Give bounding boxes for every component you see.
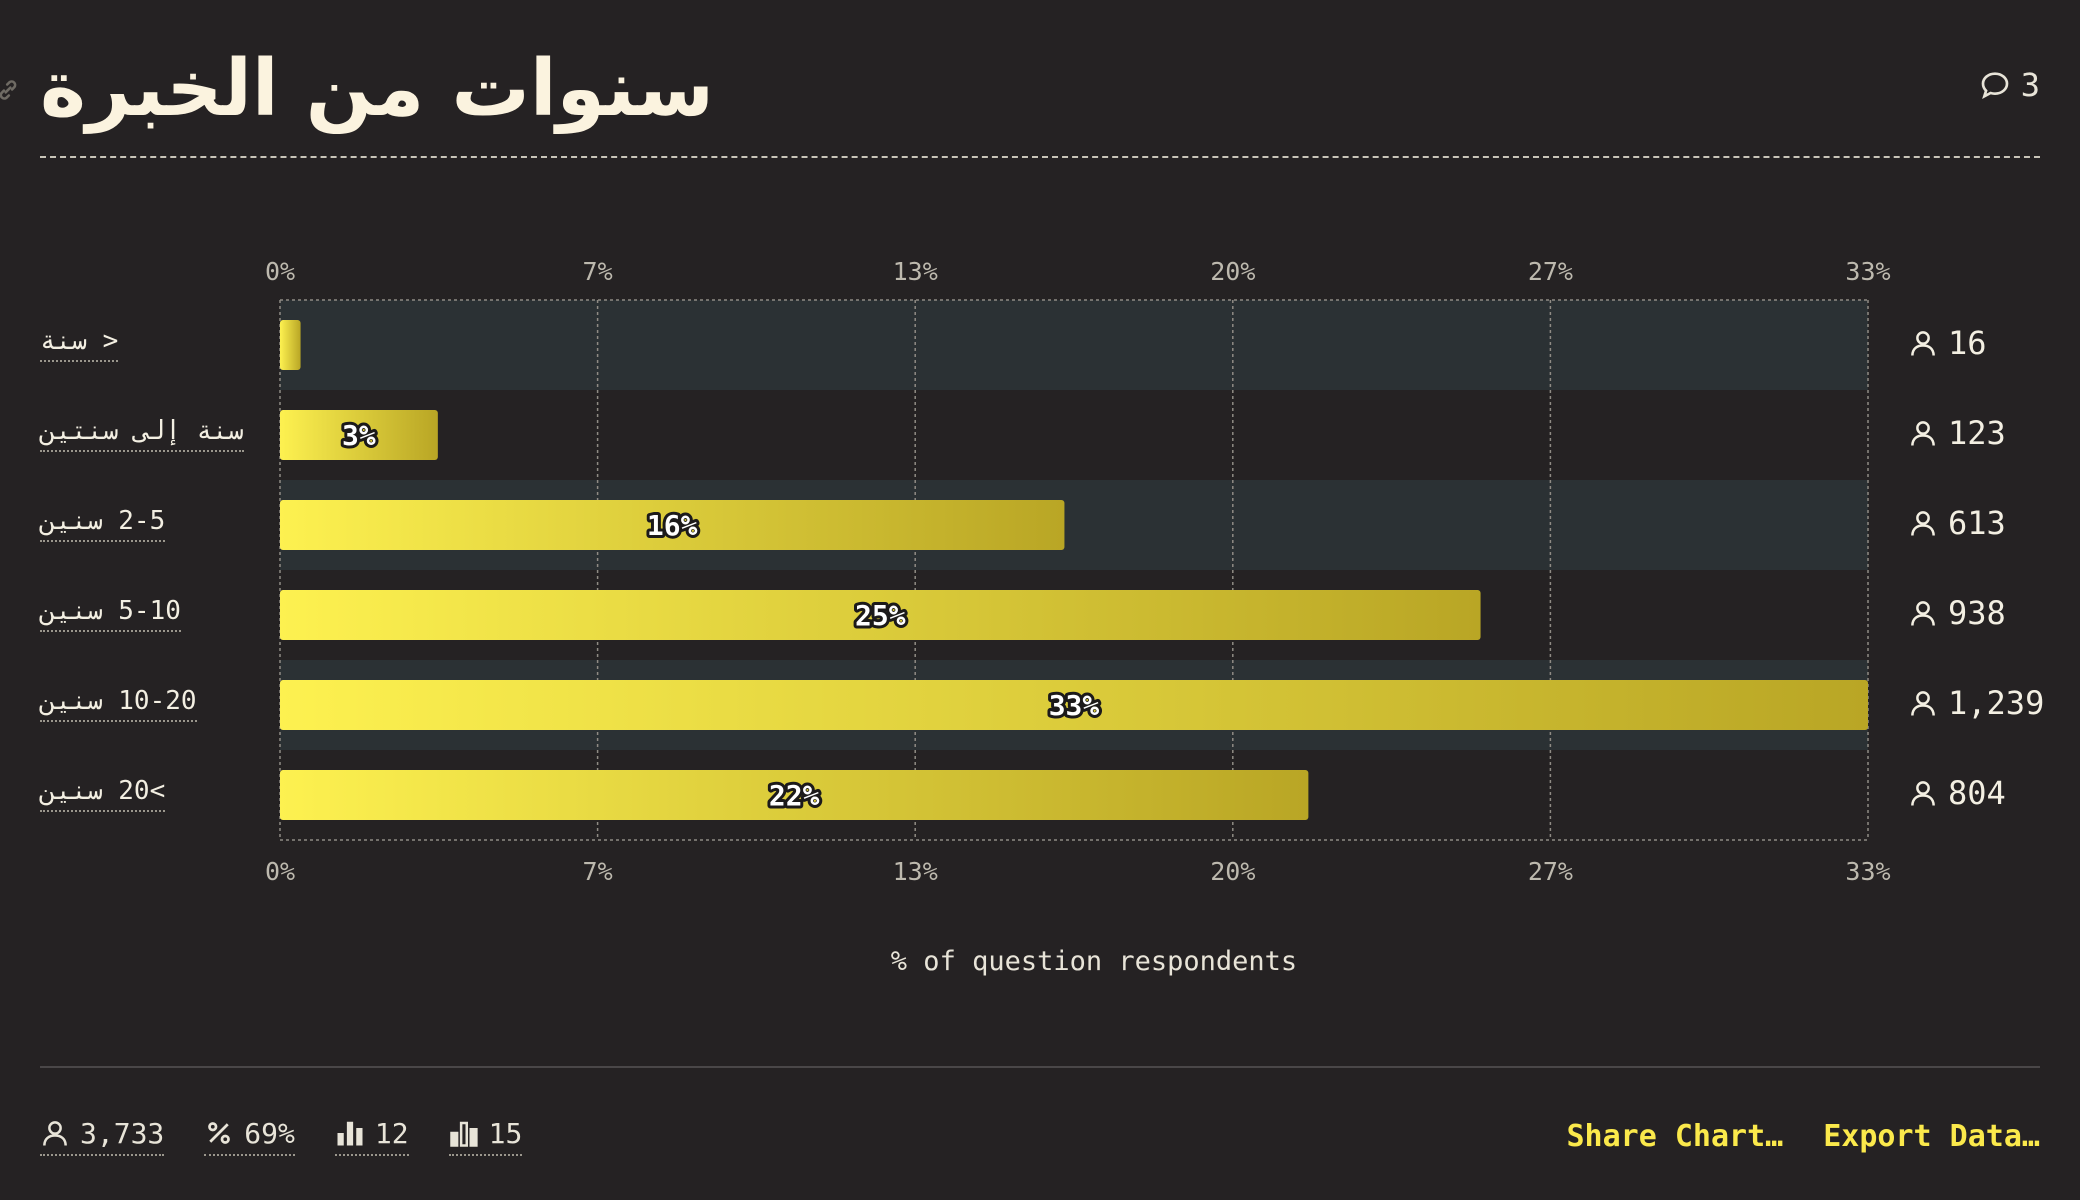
category-label[interactable]: سنة إلى سنتين <box>40 414 244 452</box>
footer-divider <box>40 1066 2040 1068</box>
user-icon <box>1911 601 1935 626</box>
x-tick-label-top: 7% <box>583 257 613 286</box>
bar-chart-icon <box>337 1121 363 1146</box>
category-label[interactable]: 2-5 سنين <box>40 504 166 542</box>
bar-chart-stat-value: 12 <box>374 1116 409 1150</box>
respondent-count: 804 <box>1908 774 2006 812</box>
bar-value-label: 33% <box>1049 689 1100 722</box>
category-label[interactable]: 10-20 سنين <box>40 684 197 722</box>
respondent-count-value: 938 <box>1948 594 2006 632</box>
respondent-count: 938 <box>1908 594 2006 632</box>
user-icon <box>1911 511 1935 536</box>
x-tick-label-bottom: 7% <box>583 857 613 886</box>
x-tick-label-bottom: 33% <box>1845 857 1890 886</box>
user-icon <box>43 1121 67 1146</box>
share-chart-button[interactable]: Share Chart… <box>1566 1118 1784 1154</box>
row-band <box>280 300 1868 390</box>
respondent-count-value: 613 <box>1948 504 2006 542</box>
percent-icon <box>208 1122 231 1144</box>
bar <box>280 320 301 370</box>
category-label[interactable]: >20 سنين <box>40 774 166 812</box>
x-tick-label-bottom: 13% <box>893 857 938 886</box>
bar-chart: 0% 0% 7% 7% 13% 13% 20% 20% 27% 27% 33% 33% 3% 16% 25%… <box>265 257 1891 977</box>
x-tick-label-top: 20% <box>1210 257 1255 286</box>
user-icon <box>1911 331 1935 356</box>
bar <box>280 410 438 460</box>
respondent-count: 1,239 <box>1908 684 2044 722</box>
bar <box>280 680 1868 730</box>
link-icon[interactable] <box>0 76 22 104</box>
respondent-count-value: 804 <box>1948 774 2006 812</box>
bar <box>280 500 1065 550</box>
bar-outline-stat[interactable]: 15 <box>448 1116 523 1156</box>
bar-chart-stat[interactable]: 12 <box>334 1116 409 1156</box>
bar-value-label: 25% <box>855 599 906 632</box>
respondent-count-value: 16 <box>1948 324 1987 362</box>
respondents-stat[interactable]: 3,733 <box>40 1116 165 1156</box>
comments-button[interactable]: 3 <box>1979 66 2040 104</box>
page-title: سنوات من الخبرة <box>40 44 715 134</box>
bar-outline-stat-value: 15 <box>488 1116 523 1150</box>
respondent-count-value: 123 <box>1948 414 2006 452</box>
bar-value-label: 16% <box>647 509 698 542</box>
user-icon <box>1911 421 1935 446</box>
user-icon <box>1911 691 1935 716</box>
user-icon <box>1911 781 1935 806</box>
percent-value: 69% <box>244 1116 295 1150</box>
x-tick-label-bottom: 0% <box>265 857 295 886</box>
title-divider <box>40 156 2040 158</box>
respondent-count-value: 1,239 <box>1948 684 2045 722</box>
respondent-count: 613 <box>1908 504 2006 542</box>
x-tick-label-bottom: 20% <box>1210 857 1255 886</box>
category-label[interactable]: < سنة <box>40 324 119 362</box>
respondent-count: 123 <box>1908 414 2006 452</box>
category-label[interactable]: 5-10 سنين <box>40 594 181 632</box>
chart-footer: 3,733 69% 12 15 Share Chart… Export Data… <box>40 1114 2040 1158</box>
x-tick-label-top: 33% <box>1845 257 1890 286</box>
comment-icon <box>1981 72 2009 100</box>
respondent-count: 16 <box>1908 324 1987 362</box>
bar-value-label: 3% <box>342 419 376 452</box>
bar <box>280 770 1309 820</box>
x-tick-label-top: 27% <box>1528 257 1573 286</box>
percent-stat[interactable]: 69% <box>204 1117 295 1156</box>
respondents-count: 3,733 <box>80 1116 165 1150</box>
bar-chart-outline-icon <box>449 1121 478 1147</box>
comment-count: 3 <box>2020 66 2040 104</box>
bar <box>280 590 1481 640</box>
x-tick-label-bottom: 27% <box>1528 857 1573 886</box>
x-tick-label-top: 0% <box>265 257 295 286</box>
x-tick-label-top: 13% <box>893 257 938 286</box>
bar-value-label: 22% <box>769 779 820 812</box>
export-data-button[interactable]: Export Data… <box>1823 1118 2040 1154</box>
x-axis-title: % of question respondents <box>891 946 1297 977</box>
